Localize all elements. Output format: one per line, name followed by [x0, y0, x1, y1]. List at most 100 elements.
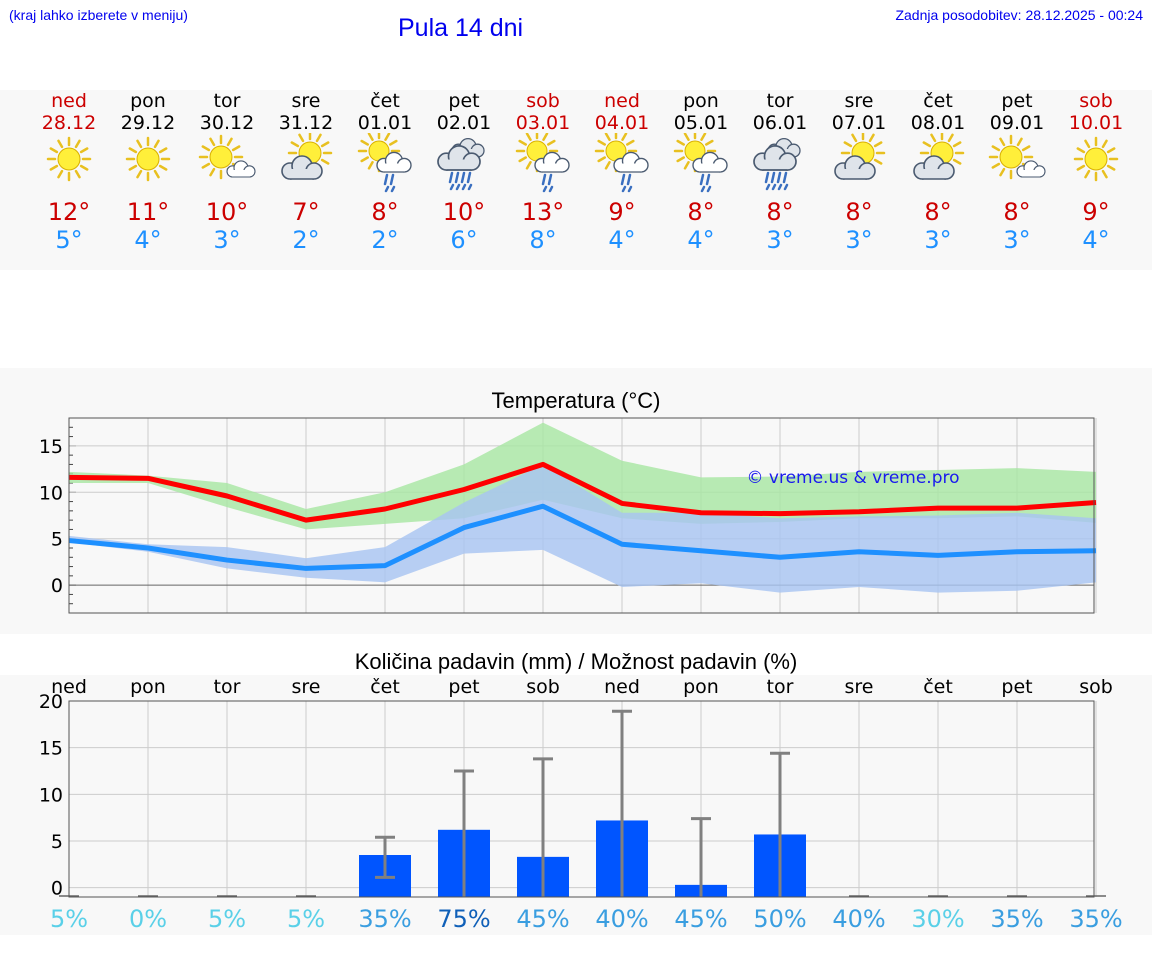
- sun-shape: [198, 134, 244, 180]
- sun-ray: [930, 133, 937, 143]
- series-line-max: [68, 461, 1097, 523]
- y-tick-label: 10: [39, 784, 63, 806]
- sun-ray: [128, 147, 138, 154]
- cloud-body: [290, 169, 314, 179]
- day-name: čet: [370, 90, 400, 112]
- cloud-body: [843, 169, 867, 179]
- cloud-shape: [692, 151, 728, 173]
- rain-drop: [466, 171, 472, 184]
- sun-ray: [209, 137, 216, 147]
- y-tick-label: 20: [39, 691, 63, 713]
- sun-ray: [547, 139, 556, 146]
- sun-ray: [384, 133, 391, 141]
- forecast-day: pet 09.01 8° 3°: [972, 90, 1062, 254]
- temp-min: 5°: [55, 226, 83, 254]
- precipitation-panel: [0, 675, 1152, 935]
- rain-drop: [455, 183, 461, 191]
- x-day-label: čet: [923, 676, 953, 698]
- rain-drop: [776, 171, 782, 184]
- chance-label: 45%: [674, 905, 727, 933]
- sun-ray: [947, 133, 954, 143]
- sun-ray: [683, 133, 690, 141]
- sun-ray: [79, 147, 89, 154]
- sun-ray: [922, 141, 932, 148]
- plot-frame: [68, 417, 1095, 614]
- cloud-shape: [834, 155, 876, 180]
- day-name: tor: [766, 90, 794, 112]
- y-tick-label: 15: [39, 436, 63, 458]
- rain-drop: [705, 173, 711, 186]
- sun-ray: [626, 139, 635, 146]
- day-date: 03.01: [515, 112, 571, 134]
- day-name: ned: [51, 90, 87, 112]
- sun-ray: [518, 156, 527, 163]
- forecast-day: pon 05.01 8° 4°: [656, 90, 746, 254]
- day-date: 08.01: [910, 112, 966, 134]
- sun-ray: [952, 158, 962, 165]
- rain-drop: [460, 171, 466, 184]
- rain-drop: [384, 185, 390, 193]
- temp-min: 4°: [1082, 226, 1110, 254]
- rain-drop: [621, 185, 627, 193]
- cloud-rain-icon: [753, 137, 801, 191]
- forecast-day: ned 04.01 9° 4°: [577, 90, 667, 254]
- sun-ray: [518, 139, 527, 146]
- sun-ray: [999, 167, 1006, 177]
- sun-icon: [1073, 136, 1119, 182]
- sun-cloud-rain-icon: [594, 133, 649, 193]
- y-tick-label: 5: [51, 831, 63, 853]
- chance-label: 35%: [990, 905, 1043, 933]
- temp-max: 9°: [1082, 198, 1110, 226]
- sun-ray: [604, 133, 611, 141]
- forecast-day: ned 28.12 12° 5°: [24, 90, 114, 254]
- x-day-label: ned: [51, 676, 87, 698]
- sun-ray: [226, 137, 233, 147]
- sun-shape: [1073, 136, 1119, 182]
- sun-ray: [74, 139, 81, 149]
- sun-ray: [1101, 139, 1108, 149]
- sun-ray: [604, 161, 611, 170]
- y-tick-label: 0: [51, 878, 63, 900]
- day-date: 29.12: [120, 112, 176, 134]
- sun-cloud-icon: [281, 133, 333, 180]
- forecast-day: sob 03.01 13° 8°: [498, 90, 588, 254]
- day-name: sre: [291, 90, 321, 112]
- chance-label: 0%: [129, 905, 167, 933]
- forecast-day: sob 10.01 9° 4°: [1051, 90, 1141, 254]
- day-name: sob: [1079, 90, 1113, 112]
- cloud-shape: [1016, 160, 1046, 178]
- cloud-shape: [753, 145, 797, 171]
- sun-icon: [125, 136, 171, 182]
- chance-label: 35%: [358, 905, 411, 933]
- forecast-day: sre 07.01 8° 3°: [814, 90, 904, 254]
- chance-label: 5%: [287, 905, 325, 933]
- sun-small-cloud-icon: [988, 134, 1046, 180]
- chance-label: 30%: [911, 905, 964, 933]
- temp-min: 6°: [450, 226, 478, 254]
- rain-drop: [548, 185, 554, 193]
- forecast-strip: ned 28.12 12° 5° pon 29.12 11° 4° tor 30.12 10° 3° s…: [0, 90, 1152, 270]
- sun-ray: [290, 141, 300, 148]
- sun-ray: [57, 139, 64, 149]
- rain-drop: [383, 173, 389, 186]
- day-name: pon: [130, 90, 166, 112]
- watermark: © vreme.us & vreme.pro: [746, 468, 959, 488]
- sun-ray: [621, 133, 628, 141]
- day-date: 06.01: [752, 112, 808, 134]
- chance-label: 40%: [595, 905, 648, 933]
- day-date: 04.01: [594, 112, 650, 134]
- temp-min: 2°: [371, 226, 399, 254]
- temp-max: 10°: [205, 198, 249, 226]
- temp-min: 3°: [766, 226, 794, 254]
- day-name: pon: [683, 90, 719, 112]
- day-date: 09.01: [989, 112, 1045, 134]
- temp-max: 12°: [47, 198, 91, 226]
- rain-drop: [706, 185, 712, 193]
- sun-ray: [209, 167, 216, 177]
- sun-ray: [1084, 139, 1091, 149]
- sun-ray: [1016, 137, 1023, 147]
- cloud-shape: [226, 160, 256, 178]
- cloud-body: [762, 159, 788, 170]
- cloud-shape: [281, 155, 323, 180]
